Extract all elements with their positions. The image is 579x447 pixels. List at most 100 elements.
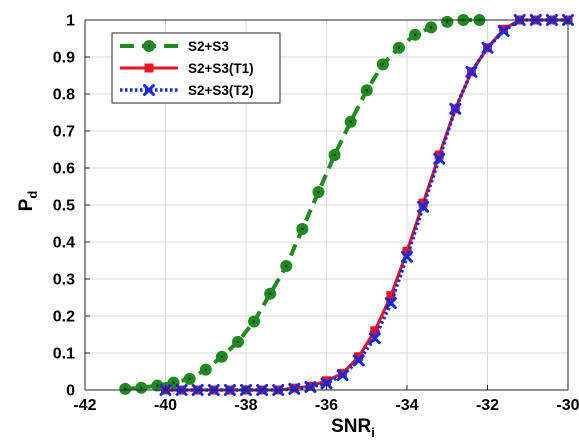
series-1-point-dot xyxy=(397,46,401,49)
legend-marker-cross xyxy=(143,84,155,96)
y-tick-label: 0 xyxy=(66,383,75,400)
series-1-point xyxy=(215,350,228,363)
legend-entry: S2+S3(T2) xyxy=(120,83,254,98)
series-1-point xyxy=(344,115,357,128)
series-1-point-dot xyxy=(381,63,385,66)
series-3-point xyxy=(384,297,397,310)
x-tick-label: -36 xyxy=(315,397,338,414)
series-3-point xyxy=(417,200,430,213)
series-1-point xyxy=(312,186,325,199)
axes xyxy=(84,19,569,391)
series-3-point xyxy=(401,250,413,263)
series-1-point-dot xyxy=(204,368,207,371)
y-tick-label: 0.6 xyxy=(53,161,75,178)
x-axis-label: SNRi xyxy=(331,416,375,440)
series-1-point xyxy=(392,41,405,54)
series-1-point-dot xyxy=(140,386,143,389)
series-3-point xyxy=(497,25,510,38)
x-axis-label-main: SNR xyxy=(331,416,371,437)
series-1-point xyxy=(135,381,148,394)
axes-box xyxy=(84,19,569,391)
y-axis-label-main: P xyxy=(16,198,37,211)
series-1-point xyxy=(328,149,341,162)
series-3-point-cross xyxy=(336,369,349,382)
series-1-point-dot xyxy=(236,340,240,344)
series-1-point-dot xyxy=(301,227,304,231)
y-tick-label: 1 xyxy=(66,13,75,30)
series-3-point-cross xyxy=(481,41,494,54)
legend-label: S2+S3 xyxy=(188,39,229,54)
y-tick-label: 0.8 xyxy=(53,87,75,104)
y-tick-label: 0.7 xyxy=(53,124,75,141)
series-3-point xyxy=(288,382,301,395)
series-1-point-dot xyxy=(429,26,433,29)
series-1-point xyxy=(296,223,309,236)
series-3-point-cross xyxy=(401,250,413,263)
x-tick-label: -30 xyxy=(556,397,579,414)
series-1-point-dot xyxy=(156,384,159,387)
series-1-point xyxy=(409,28,422,41)
series-1-point xyxy=(248,315,261,328)
series-3-point-cross xyxy=(497,25,510,38)
series-1-point xyxy=(264,287,277,300)
series-3-point-cross xyxy=(288,382,301,395)
series-1-point-dot xyxy=(188,377,191,381)
series-1-point xyxy=(376,58,389,71)
axis-labels: SNRi Pd xyxy=(16,191,375,440)
legend-label: S2+S3(T1) xyxy=(188,61,254,76)
series-1-point xyxy=(360,84,373,97)
series-1-point-dot xyxy=(252,320,256,323)
y-tick-label: 0.4 xyxy=(53,235,75,252)
series-1-point-dot xyxy=(446,20,449,24)
tick-labels: -42 -40 -38 -36 -34 -32 -30 0 0.1 0.2 0.3 0.4 0.5 0.6… xyxy=(53,13,579,415)
series-3-point-cross xyxy=(384,297,397,310)
series-3-point xyxy=(433,152,446,165)
x-tick-label: -34 xyxy=(395,397,418,414)
legend-marker-dot xyxy=(147,44,151,48)
series-3-point xyxy=(352,354,365,367)
y-axis-label-subscript: d xyxy=(25,191,40,199)
legend: S2+S3 S2+S3(T1) S2+S3(T2) xyxy=(111,32,281,104)
series-3-point-cross xyxy=(433,152,446,165)
series-1-point xyxy=(183,372,196,385)
series-3-point-cross xyxy=(368,332,381,345)
series-3-point xyxy=(481,41,494,54)
x-tick-label: -32 xyxy=(476,397,499,414)
y-tick-label: 0.2 xyxy=(53,309,75,326)
series-3-point xyxy=(368,332,381,345)
series-3-point-cross xyxy=(417,200,430,213)
legend-label: S2+S3(T2) xyxy=(188,83,254,98)
series-1-point-dot xyxy=(317,190,320,194)
series-1-point xyxy=(441,15,454,28)
series-1-point-dot xyxy=(124,387,127,391)
series-1-point xyxy=(231,335,244,348)
legend-marker xyxy=(144,63,154,73)
series-3-point xyxy=(465,65,478,78)
y-tick-label: 0.3 xyxy=(53,272,75,289)
series-1-point xyxy=(199,363,212,376)
y-tick-label: 0.5 xyxy=(53,198,75,215)
series-1-point-dot xyxy=(413,33,417,36)
series-3-point-cross xyxy=(352,354,365,367)
series-1-point-dot xyxy=(365,89,368,92)
series-3-point xyxy=(336,369,349,382)
series-3-point-cross xyxy=(320,377,333,390)
series-1-point-dot xyxy=(268,292,272,295)
series-3-point-cross xyxy=(465,65,478,78)
series-3-point xyxy=(320,377,333,390)
x-tick-label: -38 xyxy=(234,397,257,414)
x-tick-label: -40 xyxy=(154,397,177,414)
legend-entry: S2+S3 xyxy=(120,39,229,54)
series-1-point-dot xyxy=(172,381,175,384)
x-tick-label: -42 xyxy=(73,397,96,414)
y-axis-label: Pd xyxy=(16,191,40,212)
y-tick-label: 0.9 xyxy=(53,50,75,67)
y-tick-label: 0.1 xyxy=(53,346,75,363)
series-1-point-dot xyxy=(285,264,288,268)
legend-marker xyxy=(143,40,155,52)
series-1-point-dot xyxy=(333,153,336,157)
series-1-point xyxy=(119,382,132,395)
x-axis-label-subscript: i xyxy=(371,425,375,440)
